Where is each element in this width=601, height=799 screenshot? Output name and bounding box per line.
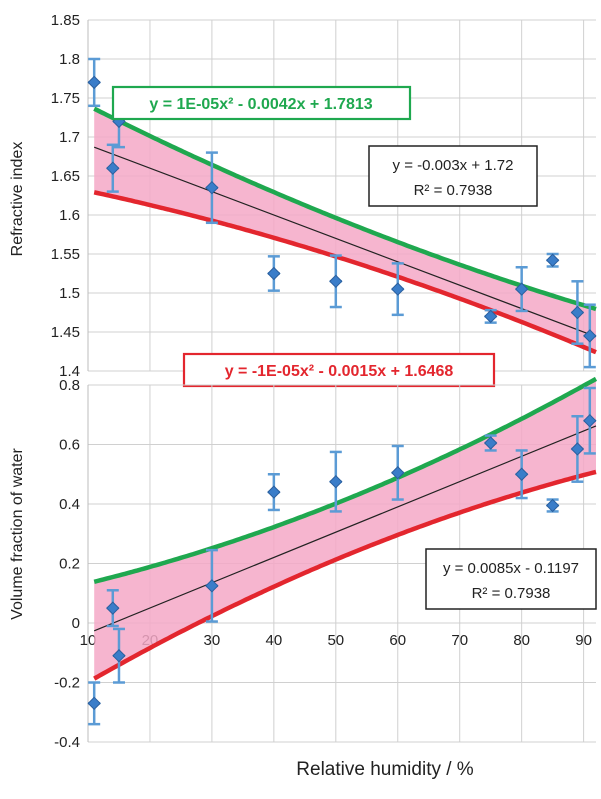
x-tick-label: 50 — [327, 632, 344, 649]
marker-diamond — [570, 305, 585, 320]
data-point — [205, 548, 219, 623]
data-point — [583, 386, 597, 455]
marker-diamond — [483, 309, 498, 324]
x-tick-labels: 102030405060708090 — [80, 632, 592, 649]
data-point — [570, 280, 585, 345]
bottom-y-tick-labels: -0.4 -0.2 0 0.2 0.4 0.6 0.8 — [54, 377, 80, 751]
top-y-tick-labels: 1.4 1.45 1.5 1.55 1.6 1.65 1.7 1.75 1.8 1.85 — [51, 12, 80, 380]
x-tick-label: 30 — [204, 632, 221, 649]
top-upper-bound-curve — [93, 106, 597, 312]
marker-diamond — [514, 467, 529, 481]
refractive-index-panel: 1.4 1.45 1.5 1.55 1.6 1.65 1.7 1.75 1.8 1.85 Refr… — [9, 12, 597, 388]
y-tick-label: -0.2 — [54, 675, 80, 692]
y-tick-label: 1.75 — [51, 90, 80, 107]
y-tick-label: 1.5 — [59, 285, 80, 302]
y-tick-label: 0.4 — [59, 496, 80, 513]
marker-diamond — [391, 466, 405, 480]
data-point — [205, 151, 219, 225]
y-tick-label: 0 — [72, 615, 80, 632]
bottom-y-axis-label: Volume fraction of water — [9, 448, 26, 620]
top-upper-equation-box: y = 1E-05x² - 0.0042x + 1.7813 — [111, 85, 412, 121]
top-fit-r2: R² = 0.7938 — [414, 182, 493, 199]
bottom-fit-r2: R² = 0.7938 — [472, 585, 551, 602]
data-point — [391, 262, 405, 317]
data-point — [329, 450, 343, 513]
bottom-gridlines — [87, 384, 596, 743]
bottom-fit-equation: y = 0.0085x - 0.1197 — [443, 560, 579, 577]
y-tick-label: -0.4 — [54, 734, 80, 751]
data-point — [583, 303, 597, 369]
top-fit-equation-box: y = -0.003x + 1.72 R² = 0.7938 — [368, 145, 538, 207]
x-tick-label: 40 — [266, 632, 283, 649]
y-tick-label: 1.8 — [59, 51, 80, 68]
marker-diamond — [87, 696, 101, 711]
top-lower-bound-curve — [93, 190, 597, 355]
data-point — [87, 57, 101, 108]
bottom-lower-bound-curve — [93, 469, 597, 681]
bottom-linear-fit-line — [93, 425, 597, 632]
x-axis-label: Relative humidity / % — [296, 759, 474, 780]
marker-diamond — [545, 253, 560, 267]
marker-diamond — [329, 474, 343, 489]
marker-diamond — [267, 266, 281, 281]
data-point — [391, 444, 405, 501]
top-lower-equation: y = -1E-05x² - 0.0015x + 1.6468 — [225, 363, 454, 380]
marker-diamond — [514, 282, 529, 296]
data-point — [483, 434, 498, 452]
marker-diamond — [583, 329, 597, 343]
data-point — [87, 681, 101, 726]
data-point — [267, 473, 281, 512]
marker-diamond — [205, 180, 219, 195]
data-point — [329, 254, 343, 309]
x-tick-label: 80 — [513, 632, 530, 649]
x-tick-label: 10 — [80, 632, 97, 649]
y-tick-label: 0.6 — [59, 437, 80, 454]
bottom-fit-equation-box: y = 0.0085x - 0.1197 R² = 0.7938 — [425, 548, 597, 610]
data-point — [514, 449, 529, 500]
marker-diamond — [106, 161, 120, 175]
y-tick-label: 1.45 — [51, 324, 80, 341]
data-point — [106, 589, 120, 628]
marker-diamond — [583, 413, 597, 428]
bottom-upper-bound-curve — [93, 376, 598, 584]
marker-diamond — [87, 75, 101, 90]
y-tick-label: 0.8 — [59, 377, 80, 394]
y-tick-label: 1.7 — [59, 129, 80, 146]
data-point — [514, 266, 529, 313]
marker-diamond — [112, 649, 126, 663]
marker-diamond — [391, 282, 405, 296]
top-lower-equation-box: y = -1E-05x² - 0.0015x + 1.6468 — [182, 352, 496, 388]
data-point — [545, 252, 560, 268]
marker-diamond — [106, 601, 120, 615]
top-linear-fit-line — [93, 146, 597, 338]
y-tick-label: 1.4 — [59, 363, 80, 380]
y-tick-label: 1.65 — [51, 168, 80, 185]
data-point — [483, 308, 498, 324]
x-tick-label: 60 — [389, 632, 406, 649]
y-tick-label: 1.55 — [51, 246, 80, 263]
data-point — [545, 498, 560, 513]
marker-diamond — [570, 442, 585, 456]
bottom-data-points — [87, 386, 597, 726]
data-point — [106, 143, 120, 193]
volume-fraction-panel: -0.4-0.200.20.40.60.8 102030405060708090… — [9, 376, 598, 751]
marker-diamond — [329, 274, 343, 289]
marker-diamond — [545, 498, 560, 513]
top-y-axis-label: Refractive index — [9, 142, 26, 257]
x-tick-label: 70 — [451, 632, 468, 649]
marker-diamond — [205, 579, 219, 593]
data-point — [570, 414, 585, 483]
top-upper-equation: y = 1E-05x² - 0.0042x + 1.7813 — [149, 96, 372, 113]
top-fit-equation: y = -0.003x + 1.72 — [393, 157, 514, 174]
y-tick-label: 0.2 — [59, 556, 80, 573]
y-tick-label: 1.85 — [51, 12, 80, 29]
y-tick-label: 1.6 — [59, 207, 80, 224]
x-tick-label: 90 — [575, 632, 592, 649]
data-point — [267, 255, 281, 292]
marker-diamond — [267, 485, 281, 499]
marker-diamond — [483, 436, 498, 450]
data-point — [112, 627, 126, 684]
